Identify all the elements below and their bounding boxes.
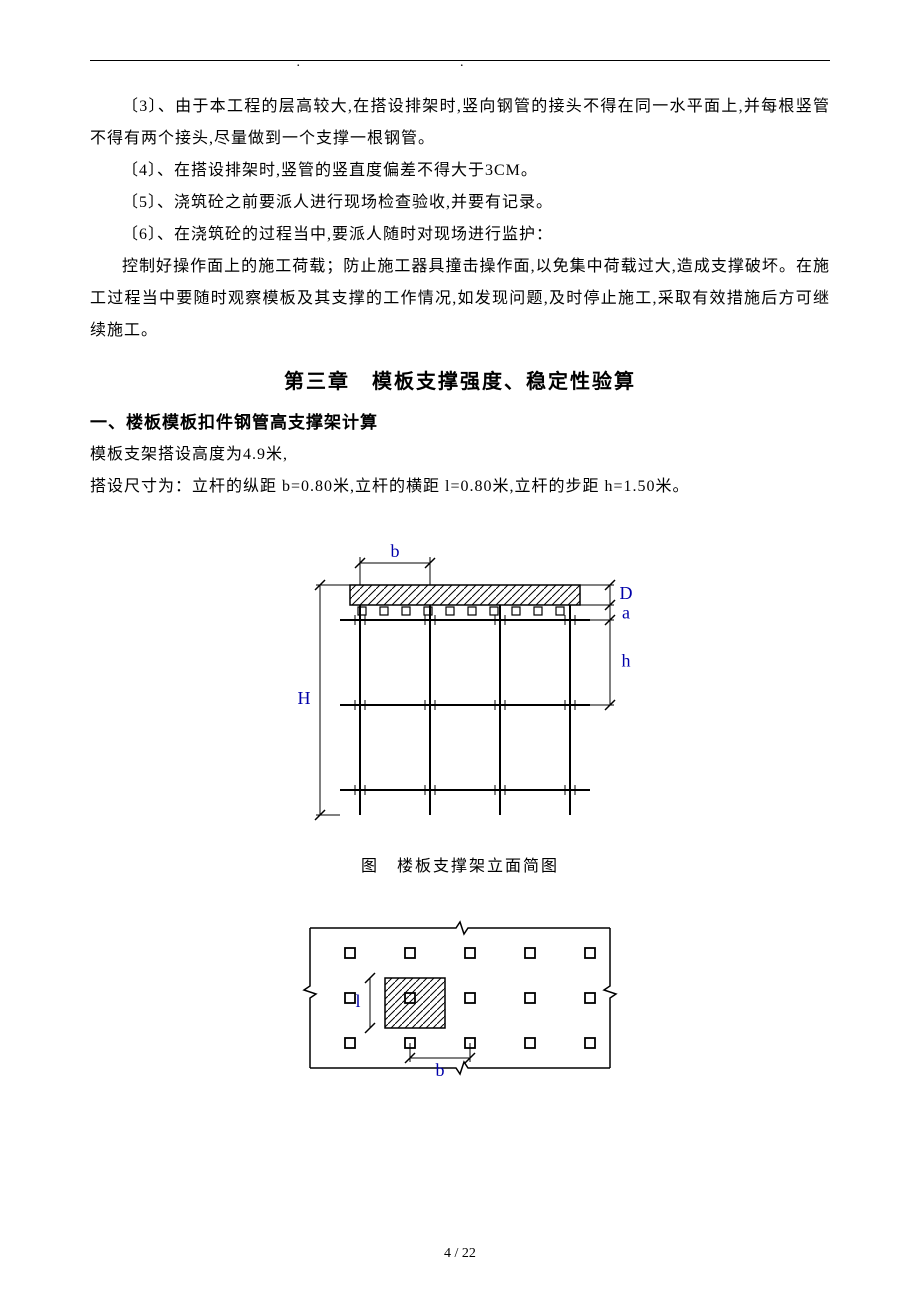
header-dot-left: .: [297, 55, 461, 70]
header-dot-right: .: [460, 55, 624, 70]
page-number: 4 / 22: [0, 1246, 920, 1262]
svg-text:a: a: [622, 603, 630, 623]
line-1: 模板支架搭设高度为4.9米,: [90, 439, 830, 471]
figure-1-wrap: b H Da h: [90, 525, 830, 840]
svg-text:l: l: [355, 991, 360, 1011]
svg-text:H: H: [298, 688, 311, 708]
figure-2-plan-diagram: lb: [290, 898, 630, 1098]
figure-1-elevation-diagram: b H Da h: [280, 525, 640, 835]
page: .. 〔3〕、由于本工程的层高较大,在搭设排架时,竖向钢管的接头不得在同一水平面…: [0, 0, 920, 1302]
figure-2-wrap: lb: [90, 898, 830, 1103]
svg-text:D: D: [620, 583, 633, 603]
para-3: 〔3〕、由于本工程的层高较大,在搭设排架时,竖向钢管的接头不得在同一水平面上,并…: [90, 91, 830, 155]
para-4: 〔4〕、在搭设排架时,竖管的竖直度偏差不得大于3CM。: [90, 155, 830, 187]
line-2: 搭设尺寸为：立杆的纵距 b=0.80米,立杆的横距 l=0.80米,立杆的步距 …: [90, 471, 830, 503]
para-5: 〔5〕、浇筑砼之前要派人进行现场检查验收,并要有记录。: [90, 187, 830, 219]
svg-text:h: h: [622, 651, 631, 671]
chapter-title: 第三章 模板支撑强度、稳定性验算: [90, 365, 830, 394]
svg-text:b: b: [436, 1060, 445, 1080]
figure-1-caption: 图 楼板支撑架立面简图: [90, 852, 830, 876]
section-1-title: 一、楼板模板扣件钢管高支撑架计算: [90, 408, 830, 433]
svg-text:b: b: [391, 541, 400, 561]
para-6: 〔6〕、在浇筑砼的过程当中,要派人随时对现场进行监护：: [90, 219, 830, 251]
para-7: 控制好操作面上的施工荷载；防止施工器具撞击操作面,以免集中荷载过大,造成支撑破坏…: [90, 251, 830, 347]
